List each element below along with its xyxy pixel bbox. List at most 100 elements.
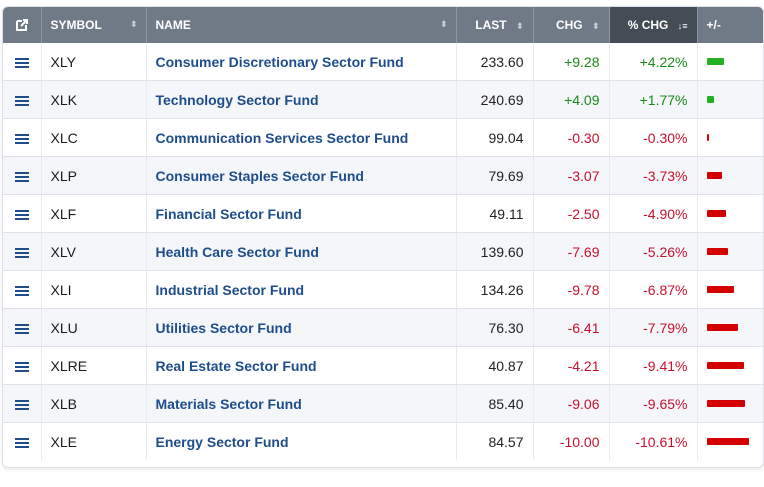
change-cell: -2.50 — [533, 194, 610, 233]
change-bar — [706, 248, 728, 255]
last-price-cell: 85.40 — [456, 384, 534, 423]
table-row[interactable]: XLK Technology Sector Fund 240.69 +4.09 … — [3, 80, 763, 119]
table-row[interactable]: XLE Energy Sector Fund 84.57 -10.00 -10.… — [3, 422, 763, 461]
change-cell: -9.78 — [533, 270, 610, 309]
row-menu-button[interactable] — [3, 384, 42, 423]
change-bar-cell — [697, 423, 763, 461]
change-bar — [706, 210, 726, 217]
change-cell: +4.09 — [533, 80, 610, 119]
table-row[interactable]: XLP Consumer Staples Sector Fund 79.69 -… — [3, 156, 763, 195]
table-row[interactable]: XLRE Real Estate Sector Fund 40.87 -4.21… — [3, 346, 763, 385]
change-bar-cell — [697, 156, 763, 195]
column-header-symbol[interactable]: SYMBOL ⬍ — [41, 7, 147, 43]
table-row[interactable]: XLB Materials Sector Fund 85.40 -9.06 -9… — [3, 384, 763, 423]
table-header-row: SYMBOL ⬍ NAME ⬍ LAST ⬍ CHG ⬍ % CHG ↓≡ +/… — [3, 7, 763, 43]
fund-name-link[interactable]: Consumer Discretionary Sector Fund — [146, 43, 457, 81]
fund-name-link[interactable]: Materials Sector Fund — [146, 384, 457, 423]
fund-name-link[interactable]: Utilities Sector Fund — [146, 308, 457, 347]
symbol-cell[interactable]: XLRE — [41, 346, 147, 385]
table-row[interactable]: XLY Consumer Discretionary Sector Fund 2… — [3, 43, 763, 81]
symbol-cell[interactable]: XLP — [41, 156, 147, 195]
last-price-cell: 79.69 — [456, 156, 534, 195]
change-bar-cell — [697, 232, 763, 271]
change-bar — [706, 58, 724, 65]
fund-name-link[interactable]: Industrial Sector Fund — [146, 270, 457, 309]
sector-performance-table: SYMBOL ⬍ NAME ⬍ LAST ⬍ CHG ⬍ % CHG ↓≡ +/… — [3, 7, 763, 460]
sector-table-widget: SYMBOL ⬍ NAME ⬍ LAST ⬍ CHG ⬍ % CHG ↓≡ +/… — [2, 6, 764, 468]
symbol-cell[interactable]: XLI — [41, 270, 147, 309]
column-header-name-label: NAME — [155, 18, 191, 32]
change-cell: +9.28 — [533, 43, 610, 81]
row-menu-button[interactable] — [3, 422, 42, 460]
change-cell: -6.41 — [533, 308, 610, 347]
table-row[interactable]: XLC Communication Services Sector Fund 9… — [3, 118, 763, 157]
pct-change-cell: -0.30% — [609, 118, 698, 157]
fund-name-link[interactable]: Real Estate Sector Fund — [146, 346, 457, 385]
symbol-cell[interactable]: XLC — [41, 118, 147, 157]
symbol-cell[interactable]: XLE — [41, 422, 147, 460]
hamburger-menu-icon — [14, 246, 29, 260]
row-menu-button[interactable] — [3, 308, 42, 347]
column-header-plusminus[interactable]: +/- — [697, 7, 763, 43]
hamburger-menu-icon — [14, 94, 29, 108]
change-bar-cell — [697, 194, 763, 233]
symbol-cell[interactable]: XLF — [41, 194, 147, 233]
table-row[interactable]: XLV Health Care Sector Fund 139.60 -7.69… — [3, 232, 763, 271]
symbol-cell[interactable]: XLB — [41, 384, 147, 423]
change-cell: -9.06 — [533, 384, 610, 423]
sort-icon: ⬍ — [439, 19, 448, 29]
change-bar — [706, 400, 745, 407]
last-price-cell: 40.87 — [456, 346, 534, 385]
last-price-cell: 139.60 — [456, 232, 534, 271]
symbol-cell[interactable]: XLV — [41, 232, 147, 271]
column-header-chg[interactable]: CHG ⬍ — [533, 7, 610, 43]
pct-change-cell: -10.61% — [609, 422, 698, 460]
pct-change-cell: -5.26% — [609, 232, 698, 271]
table-row[interactable]: XLF Financial Sector Fund 49.11 -2.50 -4… — [3, 194, 763, 233]
column-header-name[interactable]: NAME ⬍ — [146, 7, 457, 43]
last-price-cell: 99.04 — [456, 118, 534, 157]
last-price-cell: 134.26 — [456, 270, 534, 309]
fund-name-link[interactable]: Communication Services Sector Fund — [146, 118, 457, 157]
change-bar — [706, 286, 734, 293]
hamburger-menu-icon — [14, 56, 29, 70]
popout-icon — [15, 19, 28, 32]
change-bar-cell — [697, 308, 763, 347]
pct-change-cell: -3.73% — [609, 156, 698, 195]
sort-icon: ⬍ — [591, 21, 600, 31]
column-header-last[interactable]: LAST ⬍ — [456, 7, 534, 43]
change-bar-cell — [697, 118, 763, 157]
row-menu-button[interactable] — [3, 118, 42, 157]
fund-name-link[interactable]: Consumer Staples Sector Fund — [146, 156, 457, 195]
change-cell: -0.30 — [533, 118, 610, 157]
column-header-pct-chg[interactable]: % CHG ↓≡ — [609, 7, 698, 43]
row-menu-button[interactable] — [3, 43, 42, 81]
column-header-chg-label: CHG — [555, 18, 583, 32]
row-menu-button[interactable] — [3, 270, 42, 309]
symbol-cell[interactable]: XLK — [41, 80, 147, 119]
pct-change-cell: -9.65% — [609, 384, 698, 423]
pct-change-cell: -7.79% — [609, 308, 698, 347]
row-menu-button[interactable] — [3, 346, 42, 385]
symbol-cell[interactable]: XLY — [41, 43, 147, 81]
popout-button[interactable] — [3, 7, 42, 43]
row-menu-button[interactable] — [3, 194, 42, 233]
column-header-symbol-label: SYMBOL — [50, 18, 102, 32]
row-menu-button[interactable] — [3, 156, 42, 195]
fund-name-link[interactable]: Technology Sector Fund — [146, 80, 457, 119]
pct-change-cell: -9.41% — [609, 346, 698, 385]
hamburger-menu-icon — [14, 284, 29, 298]
fund-name-link[interactable]: Health Care Sector Fund — [146, 232, 457, 271]
fund-name-link[interactable]: Financial Sector Fund — [146, 194, 457, 233]
row-menu-button[interactable] — [3, 80, 42, 119]
row-menu-button[interactable] — [3, 232, 42, 271]
last-price-cell: 240.69 — [456, 80, 534, 119]
last-price-cell: 84.57 — [456, 422, 534, 460]
fund-name-link[interactable]: Energy Sector Fund — [146, 422, 457, 460]
change-cell: -4.21 — [533, 346, 610, 385]
table-row[interactable]: XLU Utilities Sector Fund 76.30 -6.41 -7… — [3, 308, 763, 347]
sort-descending-icon: ↓≡ — [677, 21, 688, 31]
symbol-cell[interactable]: XLU — [41, 308, 147, 347]
table-row[interactable]: XLI Industrial Sector Fund 134.26 -9.78 … — [3, 270, 763, 309]
hamburger-menu-icon — [14, 208, 29, 222]
